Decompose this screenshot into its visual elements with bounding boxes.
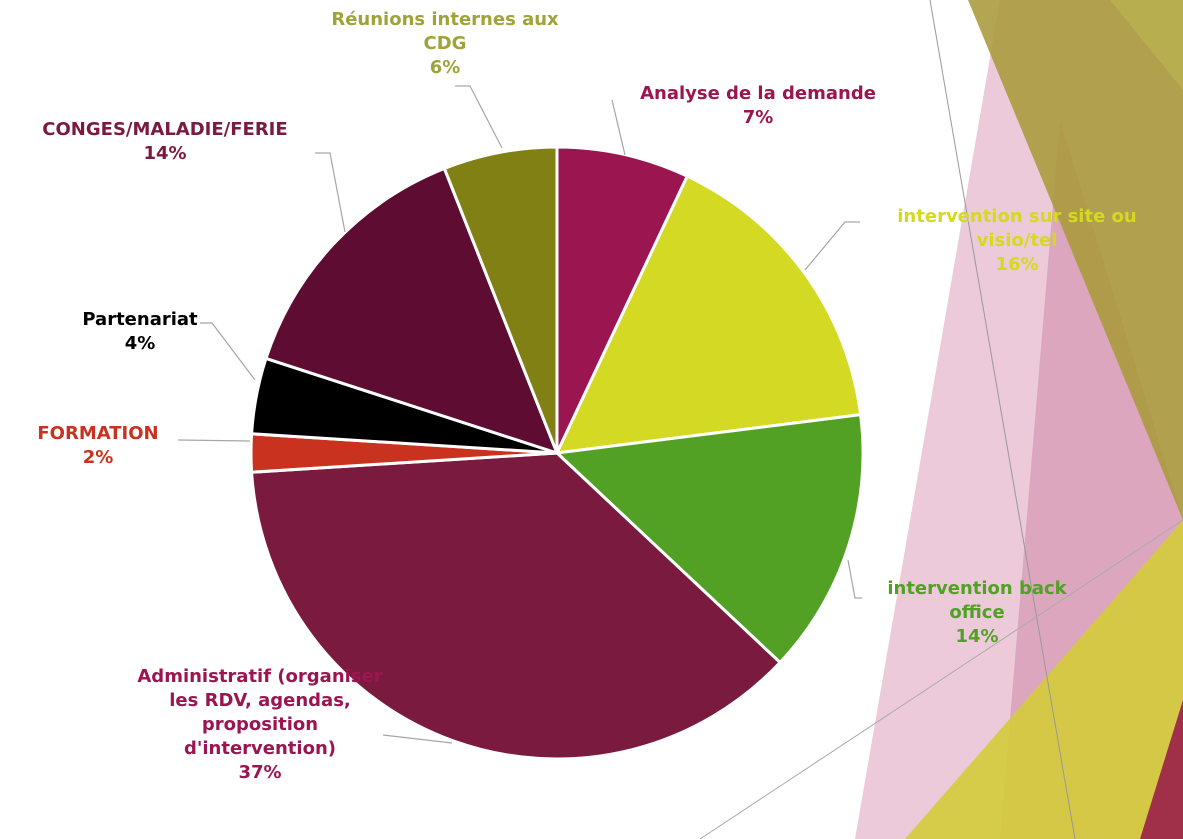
decor-line — [929, 0, 1076, 839]
leader-line — [177, 439, 251, 442]
decor-olive-light — [1110, 0, 1183, 90]
category-label: intervention back office — [887, 578, 1067, 623]
pie-slice — [250, 451, 783, 761]
value-label: 7% — [742, 107, 774, 128]
leader-line — [455, 85, 503, 149]
decor-line — [699, 519, 1183, 839]
pie-slice — [264, 166, 560, 456]
category-label: FORMATION — [37, 423, 159, 444]
decor-yellow — [905, 520, 1183, 839]
value-label: 14% — [955, 626, 999, 647]
value-label: 37% — [238, 762, 282, 783]
decor-olive — [968, 0, 1183, 520]
slice-label: Analyse de la demande 7% — [598, 82, 918, 130]
value-label: 2% — [82, 447, 114, 468]
slice-label: Partenariat 4% — [60, 308, 220, 356]
value-label: 4% — [124, 333, 156, 354]
leader-line — [382, 734, 453, 744]
leader-lines — [177, 85, 862, 744]
category-label: Réunions internes aux CDG — [331, 9, 559, 54]
slice-label: intervention back office 14% — [877, 577, 1077, 649]
pie-slice — [553, 412, 865, 665]
pie — [249, 145, 865, 761]
value-label: 16% — [995, 254, 1039, 275]
category-label: Administratif (organiser les RDV, agenda… — [137, 666, 383, 759]
slice-label: CONGES/MALADIE/FERIE 14% — [5, 118, 325, 166]
category-label: Analyse de la demande — [640, 83, 876, 104]
decoration — [699, 0, 1183, 839]
leader-line — [847, 559, 862, 599]
leader-line — [200, 322, 256, 381]
pie-slice — [554, 174, 863, 455]
value-label: 6% — [429, 57, 461, 78]
pie-slice — [442, 145, 559, 454]
pie-slice — [555, 145, 690, 454]
leader-line — [804, 221, 860, 271]
leader-line — [611, 99, 626, 156]
category-label: CONGES/MALADIE/FERIE — [42, 119, 288, 140]
category-label: intervention sur site ou visio/tel — [897, 206, 1137, 251]
leader-line — [315, 152, 346, 233]
category-label: Partenariat — [82, 309, 198, 330]
value-label: 14% — [143, 143, 187, 164]
slice-label: Administratif (organiser les RDV, agenda… — [135, 665, 385, 785]
slice-label: Réunions internes aux CDG 6% — [330, 8, 560, 80]
slice-label: intervention sur site ou visio/tel 16% — [857, 205, 1177, 277]
decor-red — [1140, 700, 1183, 839]
slice-label: FORMATION 2% — [18, 422, 178, 470]
